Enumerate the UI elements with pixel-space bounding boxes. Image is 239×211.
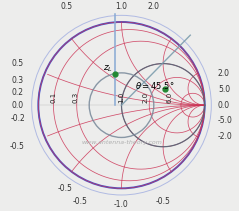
Text: 0.1: 0.1	[50, 91, 56, 103]
Text: 0.3: 0.3	[11, 76, 24, 85]
Text: 1.0: 1.0	[115, 2, 127, 11]
Text: -2.0: -2.0	[218, 132, 233, 141]
Text: 0.0: 0.0	[11, 101, 24, 110]
Text: 0.0: 0.0	[218, 101, 230, 110]
Text: 0.5: 0.5	[11, 59, 24, 68]
Text: -0.2: -0.2	[10, 114, 25, 123]
Text: -0.5: -0.5	[10, 142, 25, 151]
Text: 2.0: 2.0	[218, 69, 230, 78]
Text: 0.2: 0.2	[11, 88, 23, 97]
Text: www.antenna-theory.com: www.antenna-theory.com	[81, 140, 162, 145]
Text: 0.5: 0.5	[60, 2, 72, 11]
Text: -0.5: -0.5	[156, 197, 170, 206]
Text: 2.0: 2.0	[142, 92, 148, 103]
Text: 1.0: 1.0	[118, 91, 124, 103]
Text: -1.0: -1.0	[114, 200, 129, 209]
Text: -0.5: -0.5	[58, 184, 72, 193]
Text: 2.0: 2.0	[147, 2, 159, 11]
Text: -0.5: -0.5	[72, 197, 87, 206]
Text: $z_L$: $z_L$	[103, 63, 113, 74]
Text: 0.3: 0.3	[72, 91, 78, 103]
Text: 5.0: 5.0	[218, 85, 230, 94]
Text: $\theta = 45.5°$: $\theta = 45.5°$	[135, 80, 174, 91]
Text: -5.0: -5.0	[218, 116, 233, 125]
Text: 6.0: 6.0	[166, 91, 172, 103]
